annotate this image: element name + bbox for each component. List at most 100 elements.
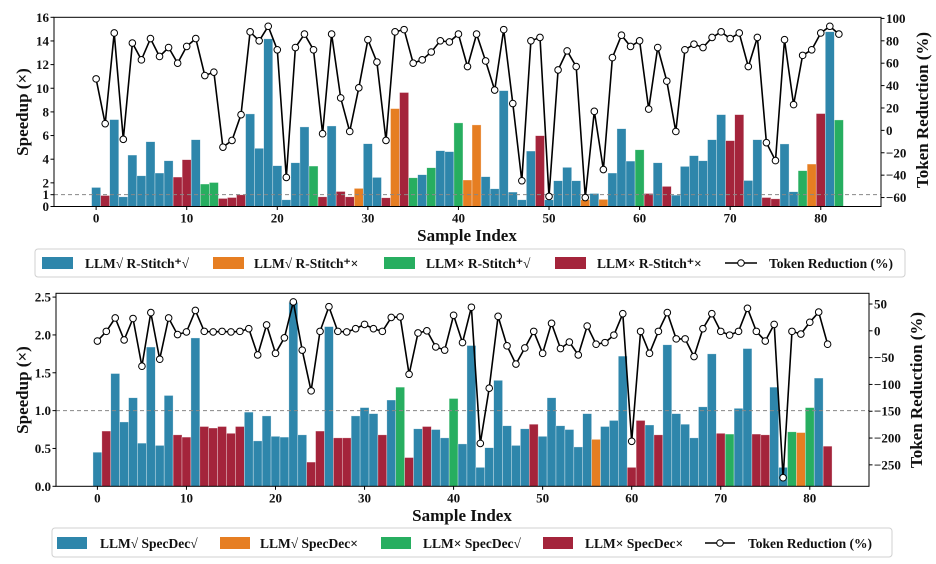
speedup-bar [564, 429, 575, 487]
token-reduction-point [155, 355, 164, 364]
speedup-bar [707, 139, 717, 207]
speedup-bar [725, 140, 736, 207]
speedup-bar [635, 420, 646, 487]
speedup-bar [689, 155, 699, 207]
speedup-bar [444, 151, 455, 207]
token-reduction-point [255, 37, 263, 45]
speedup-bar [341, 437, 352, 487]
y-tick-label: 10 [36, 81, 49, 96]
speedup-bar [573, 446, 584, 487]
token-reduction-point [110, 29, 119, 37]
token-reduction-point [708, 33, 716, 42]
token-reduction-point [490, 86, 499, 94]
speedup-bar [662, 344, 673, 487]
x-tick-label: 0 [94, 490, 101, 505]
token-reduction-point [554, 66, 562, 74]
token-reduction-point [228, 136, 236, 145]
legend-label: LLM√ R-Stitch⁺× [254, 256, 358, 271]
y-tick-label: 1.5 [35, 365, 52, 380]
token-reduction-point [581, 193, 590, 202]
token-reduction-point [246, 28, 254, 36]
token-reduction-point [823, 340, 832, 349]
token-reduction-point [481, 57, 490, 65]
token-reduction-point [237, 110, 245, 119]
speedup-bar [417, 174, 428, 207]
top-legend: LLM√ R-Stitch⁺√ LLM√ R-Stitch⁺× LLM× R-S… [34, 248, 906, 278]
speedup-bar [390, 108, 400, 207]
speedup-bar [562, 167, 572, 207]
speedup-bar [698, 406, 708, 487]
speedup-bar [163, 160, 174, 207]
y2-tick-label: −40 [886, 168, 906, 183]
speedup-bar [788, 191, 799, 207]
speedup-bar [680, 166, 690, 207]
y-tick-label: 16 [36, 10, 50, 25]
token-reduction-point [644, 105, 653, 113]
token-reduction-point [599, 165, 608, 174]
speedup-bar [489, 188, 500, 207]
speedup-bar [317, 196, 328, 207]
token-reduction-point [545, 192, 553, 201]
speedup-bar [404, 457, 414, 487]
speedup-bar [254, 148, 264, 207]
x-tick-label: 10 [180, 490, 193, 505]
token-reduction-point [725, 331, 734, 339]
token-reduction-point [512, 360, 520, 368]
speedup-bar [742, 348, 753, 487]
token-reduction-point [835, 30, 843, 38]
speedup-bar [381, 197, 391, 207]
speedup-bar [769, 386, 779, 487]
token-reduction-point [405, 370, 413, 379]
speedup-bar [582, 413, 592, 487]
legend-marker-icon [737, 259, 745, 267]
speedup-bar [146, 346, 156, 487]
x-tick-label: 20 [271, 211, 284, 226]
speedup-bar [480, 176, 491, 207]
speedup-bar [815, 113, 826, 207]
token-reduction-point [681, 45, 689, 54]
token-reduction-point [807, 45, 816, 54]
token-reduction-point [173, 59, 182, 68]
speedup-bar [426, 167, 437, 207]
token-reduction-point [253, 351, 262, 359]
y-tick-label: 0 [43, 199, 50, 214]
token-reduction-point [744, 62, 753, 71]
y2-tick-label: −100 [874, 377, 901, 392]
speedup-bar [609, 420, 619, 487]
token-reduction-point [798, 51, 807, 60]
x-tick-label: 0 [93, 211, 100, 226]
token-reduction-point [262, 321, 271, 329]
speedup-bar [493, 380, 503, 487]
y-tick-label: 1 [43, 187, 50, 202]
legend-label: LLM√ R-Stitch⁺√ [85, 256, 190, 271]
top-y2-axis-label: Token Reduction (%) [913, 32, 932, 188]
speedup-bar [154, 172, 165, 207]
token-reduction-point [128, 39, 137, 47]
token-reduction-point [717, 28, 725, 36]
bottom-y2-axis-label: Token Reduction (%) [907, 312, 926, 468]
top-x-axis-label: Sample Index [417, 226, 517, 245]
speedup-bar [297, 434, 307, 487]
speedup-bar [797, 170, 808, 207]
token-reduction-point [761, 337, 770, 345]
token-reduction-point [173, 330, 182, 339]
token-reduction-point [387, 313, 396, 322]
token-reduction-point [327, 30, 336, 38]
plot-frame [55, 292, 870, 487]
token-reduction-point [663, 308, 672, 317]
speedup-bar [453, 122, 464, 207]
token-reduction-point [681, 335, 689, 343]
speedup-bar [502, 425, 512, 487]
token-reduction-point [93, 337, 102, 345]
token-reduction-point [771, 156, 780, 165]
speedup-bar [244, 411, 254, 487]
bottom-y-axis-label: Speedup (×) [13, 346, 32, 434]
speedup-bar [363, 143, 373, 207]
legend-swatch-llm-ok-specdec-fail [220, 537, 250, 549]
legend-label: LLM× SpecDec√ [423, 536, 522, 551]
legend-swatch-llm-fail-specdec-fail [543, 537, 573, 549]
speedup-bar [172, 434, 183, 487]
x-tick-label: 40 [452, 211, 465, 226]
token-reduction-point [583, 322, 591, 330]
